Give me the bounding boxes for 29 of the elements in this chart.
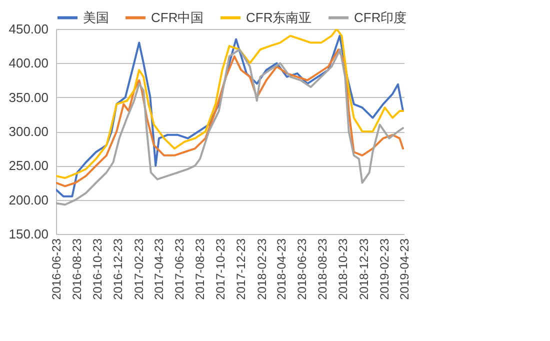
x-tick-label: 2017-02-23 xyxy=(132,238,146,300)
y-tick-label: 300.00 xyxy=(8,124,48,139)
legend-label: CFR印度 xyxy=(354,10,407,25)
y-tick-label: 200.00 xyxy=(8,192,48,208)
x-tick-label: 2019-04-23 xyxy=(398,238,412,300)
x-tick-label: 2016-12-23 xyxy=(111,238,126,300)
y-tick-label: 350.00 xyxy=(8,90,48,105)
x-tick-label: 2017-04-23 xyxy=(152,238,166,300)
legend-label: 美国 xyxy=(83,10,109,25)
y-tick-label: 400.00 xyxy=(8,56,48,71)
x-tick-label: 2018-06-23 xyxy=(295,238,310,300)
legend-label: CFR东南亚 xyxy=(246,10,312,25)
x-tick-label: 2019-02-23 xyxy=(378,238,392,300)
x-tick-label: 2017-08-23 xyxy=(192,238,207,300)
x-tick-label: 2017-10-23 xyxy=(213,238,228,300)
x-tick-label: 2018-02-23 xyxy=(254,238,269,300)
y-tick-label: 250.00 xyxy=(8,158,48,174)
x-tick-label: 2017-06-23 xyxy=(172,238,186,300)
x-tick-label: 2017-12-23 xyxy=(234,238,248,300)
x-tick-label: 2018-04-23 xyxy=(274,238,289,300)
x-tick-label: 2016-08-23 xyxy=(70,238,84,300)
y-tick-label: 150.00 xyxy=(8,226,48,242)
x-tick-label: 2018-10-23 xyxy=(336,238,350,300)
x-tick-label: 2018-12-23 xyxy=(356,238,371,300)
y-tick-label: 450.00 xyxy=(8,22,48,36)
legend-label: CFR中国 xyxy=(151,10,204,25)
x-tick-label: 2016-06-23 xyxy=(50,238,64,300)
x-tick-label: 2018-08-23 xyxy=(316,238,330,300)
x-tick-label: 2016-10-23 xyxy=(90,238,105,300)
